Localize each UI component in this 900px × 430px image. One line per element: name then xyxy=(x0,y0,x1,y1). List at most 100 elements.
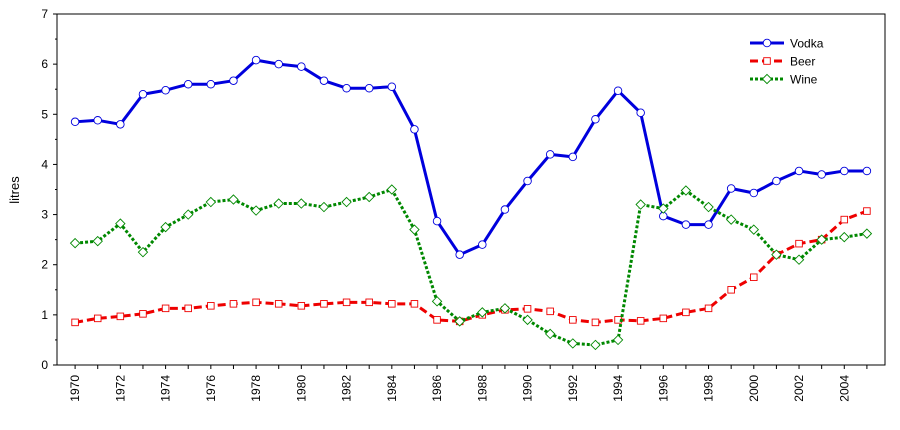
data-point-beer xyxy=(297,302,306,310)
data-point-vodka xyxy=(478,240,487,249)
series-line-beer xyxy=(74,209,868,324)
data-point-wine xyxy=(115,218,126,229)
data-point-beer xyxy=(342,298,351,307)
x-tick-label: 1974 xyxy=(159,375,173,402)
legend-label: Wine xyxy=(790,73,818,87)
data-point-wine xyxy=(567,338,579,349)
x-tick-label: 1992 xyxy=(566,375,580,402)
data-point-wine xyxy=(205,196,217,208)
data-point-wine xyxy=(431,296,443,307)
data-point-vodka xyxy=(455,250,464,259)
data-point-wine xyxy=(454,316,465,327)
data-point-beer xyxy=(388,300,396,308)
data-point-vodka xyxy=(410,125,419,134)
data-point-wine xyxy=(363,191,375,203)
data-point-beer xyxy=(523,305,532,313)
data-point-wine xyxy=(409,224,420,235)
data-point-beer xyxy=(840,215,849,224)
data-point-vodka xyxy=(772,176,781,186)
data-point-beer xyxy=(184,304,192,313)
data-point-vodka xyxy=(681,220,691,229)
data-point-vodka xyxy=(704,220,713,229)
x-tick-label: 2004 xyxy=(837,375,851,402)
y-tick-label: 4 xyxy=(41,157,48,171)
data-point-wine xyxy=(748,224,760,235)
data-point-vodka xyxy=(500,205,510,214)
data-point-wine xyxy=(228,194,239,205)
data-point-vodka xyxy=(229,76,238,85)
data-point-vodka xyxy=(297,62,306,71)
data-point-beer xyxy=(71,318,79,327)
data-point-vodka xyxy=(545,150,555,159)
data-point-beer xyxy=(546,307,554,316)
legend: Vodka Beer Wine xyxy=(750,37,824,87)
y-axis: 0 1 2 3 4 5 6 7 xyxy=(41,7,57,372)
data-point-wine xyxy=(92,235,103,247)
data-point-beer xyxy=(207,302,215,310)
data-point-beer xyxy=(320,300,328,308)
x-tick-label: 1988 xyxy=(475,375,489,402)
legend-marker xyxy=(762,38,772,48)
x-tick-label: 1990 xyxy=(521,375,535,402)
data-point-beer xyxy=(274,300,283,308)
x-axis: 1970 1972 1974 1976 1978 1980 1982 1984 1986 1988… xyxy=(68,365,868,402)
x-tick-label: 1978 xyxy=(249,375,263,402)
y-tick-label: 5 xyxy=(41,107,48,121)
data-point-wine xyxy=(160,221,171,233)
x-tick-label: 1976 xyxy=(204,375,218,402)
data-point-vodka xyxy=(342,83,351,93)
data-point-wine xyxy=(522,314,533,326)
x-tick-label: 1986 xyxy=(430,375,444,402)
x-tick-label: 1980 xyxy=(294,375,308,402)
legend-marker xyxy=(763,57,771,65)
y-axis-label: litres xyxy=(7,176,22,204)
data-point-beer xyxy=(93,314,102,323)
data-point-beer xyxy=(636,317,645,325)
legend-item-beer: Beer xyxy=(750,55,815,69)
data-point-beer xyxy=(569,316,577,324)
y-tick-label: 3 xyxy=(41,208,48,222)
legend-label: Beer xyxy=(790,55,815,69)
data-point-beer xyxy=(750,273,758,282)
data-point-vodka xyxy=(116,120,125,129)
data-point-wine xyxy=(635,199,646,210)
data-point-wine xyxy=(250,205,262,216)
data-point-beer xyxy=(139,310,147,318)
data-point-wine xyxy=(69,237,81,249)
data-point-wine xyxy=(296,198,307,209)
data-point-beer xyxy=(365,298,373,307)
data-point-wine xyxy=(499,303,511,314)
data-point-beer xyxy=(727,286,735,294)
x-tick-label: 1970 xyxy=(68,375,82,402)
x-tick-label: 1972 xyxy=(113,375,127,402)
data-point-beer xyxy=(161,304,170,313)
data-point-beer xyxy=(795,239,803,248)
data-point-vodka xyxy=(138,89,148,99)
data-point-wine xyxy=(658,203,669,214)
data-point-beer xyxy=(682,308,690,317)
data-point-vodka xyxy=(636,108,645,118)
data-point-wine xyxy=(725,214,737,225)
series-line-wine xyxy=(74,188,868,347)
data-point-wine xyxy=(680,185,692,196)
data-point-beer xyxy=(659,314,668,323)
x-tick-label: 1984 xyxy=(385,375,399,402)
data-point-wine xyxy=(273,198,284,209)
data-point-wine xyxy=(771,249,782,260)
data-point-wine xyxy=(703,201,714,213)
series-wine xyxy=(69,184,873,351)
series-vodka xyxy=(70,55,872,259)
data-point-vodka xyxy=(432,216,442,226)
x-tick-label: 2002 xyxy=(792,375,806,402)
data-point-wine xyxy=(816,234,827,245)
x-tick-label: 2000 xyxy=(747,375,761,402)
data-point-vodka xyxy=(591,115,600,124)
y-tick-label: 7 xyxy=(41,7,48,21)
legend-label: Vodka xyxy=(790,37,824,51)
data-point-wine xyxy=(341,196,352,208)
x-tick-label: 1998 xyxy=(702,375,716,402)
data-point-wine xyxy=(544,328,556,340)
data-point-beer xyxy=(704,304,713,313)
x-tick-label: 1994 xyxy=(611,375,625,402)
